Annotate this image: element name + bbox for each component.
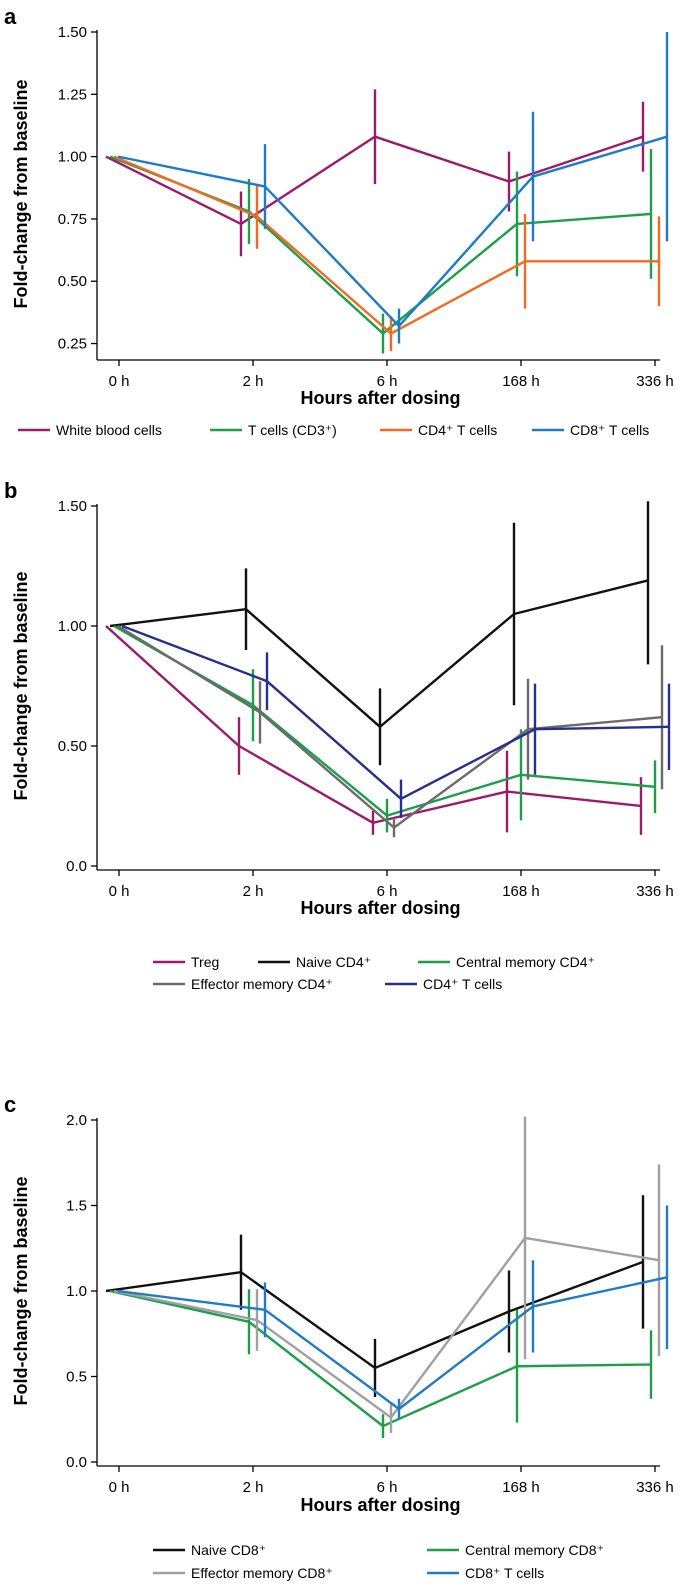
x-tick-label: 168 h <box>502 1479 540 1496</box>
series-1 <box>109 501 650 766</box>
legend-item: CD8⁺ T cells <box>532 422 649 438</box>
x-tick-label: 2 h <box>243 373 264 390</box>
legend-label: Central memory CD8⁺ <box>465 1542 604 1558</box>
legend-label: Treg <box>191 954 219 970</box>
legend-item: Treg <box>153 954 219 970</box>
series-0 <box>105 89 645 257</box>
y-tick-label: 1.00 <box>58 618 87 635</box>
legend-label: White blood cells <box>56 422 162 438</box>
legend-item: Naive CD8⁺ <box>153 1542 266 1558</box>
series-line <box>117 1276 668 1411</box>
x-axis-title: Hours after dosing <box>300 898 460 918</box>
y-axis-title: Fold-change from baseline <box>11 1176 31 1405</box>
y-tick-label: 0.0 <box>66 858 87 875</box>
series-2 <box>113 1116 661 1433</box>
legend: Naive CD8⁺ Central memory CD8⁺ Effector me… <box>153 1542 604 1581</box>
panel-letter: b <box>4 478 17 503</box>
y-tick-label: 0.50 <box>58 273 87 290</box>
legend-label: T cells (CD3⁺) <box>248 422 337 438</box>
series-4 <box>121 624 671 818</box>
x-axis-title: Hours after dosing <box>300 388 460 408</box>
legend: Treg Naive CD4⁺ Central memory CD4⁺ Effecto… <box>153 954 595 992</box>
y-tick-label: 0.0 <box>66 1454 87 1471</box>
legend-item: Central memory CD8⁺ <box>427 1542 604 1558</box>
legend-label: CD4⁺ T cells <box>418 422 497 438</box>
x-tick-label: 6 h <box>377 883 398 900</box>
y-tick-label: 1.5 <box>66 1198 87 1215</box>
legend-item: T cells (CD3⁺) <box>210 422 337 438</box>
series-line <box>113 1236 660 1419</box>
legend-label: CD8⁺ T cells <box>465 1565 544 1581</box>
y-axis-title: Fold-change from baseline <box>11 79 31 308</box>
x-tick-label: 168 h <box>502 373 540 390</box>
chart-panel-c: c 0.0 0.5 1.0 1.5 2.0 0 h 2 h 6 h 168 h 336 h Hours… <box>4 1092 674 1581</box>
legend-item: Naive CD4⁺ <box>258 954 371 970</box>
x-tick-label: 168 h <box>502 883 540 900</box>
series-line <box>105 625 642 824</box>
legend-item: CD4⁺ T cells <box>380 422 497 438</box>
y-tick-label: 2.0 <box>66 1112 87 1129</box>
x-tick-label: 2 h <box>243 1479 264 1496</box>
series-3 <box>117 624 664 838</box>
legend: White blood cells T cells (CD3⁺) CD4⁺ T ce… <box>18 422 649 438</box>
legend-label: Effector memory CD8⁺ <box>191 1565 333 1581</box>
x-axis-title: Hours after dosing <box>300 1495 460 1515</box>
series-2 <box>113 155 661 352</box>
x-tick-label: 0 h <box>109 883 130 900</box>
legend-item: CD8⁺ T cells <box>427 1565 544 1581</box>
y-axis-title: Fold-change from baseline <box>11 571 31 800</box>
x-tick-label: 2 h <box>243 883 264 900</box>
panel-letter: c <box>4 1092 16 1117</box>
y-tick-label: 0.25 <box>58 336 87 353</box>
series-0 <box>105 625 643 835</box>
chart-panel-a: a 0.25 0.50 0.75 1.00 1.25 1.50 0 h 2 h 6 h 168 h 3… <box>4 4 674 438</box>
series-0 <box>105 1195 645 1398</box>
series-line <box>113 155 659 335</box>
series-3 <box>117 1205 669 1420</box>
legend-label: Effector memory CD4⁺ <box>191 976 333 992</box>
y-tick-label: 0.75 <box>58 211 87 228</box>
x-tick-label: 6 h <box>377 1479 398 1496</box>
legend-item: CD4⁺ T cells <box>385 976 502 992</box>
y-tick-label: 1.50 <box>58 24 87 41</box>
x-tick-label: 0 h <box>109 1479 130 1496</box>
legend-item: Effector memory CD4⁺ <box>153 976 333 992</box>
series-3 <box>117 32 669 344</box>
x-tick-label: 336 h <box>636 373 674 390</box>
legend-label: CD8⁺ T cells <box>570 422 649 438</box>
x-tick-label: 336 h <box>636 1479 674 1496</box>
legend-item: Effector memory CD8⁺ <box>153 1565 333 1581</box>
legend-label: Naive CD4⁺ <box>296 954 371 970</box>
series-1 <box>109 1289 653 1439</box>
chart-panel-b: b 0.0 0.50 1.00 1.50 0 h 2 h 6 h 168 h 336 h Hours… <box>4 478 674 992</box>
legend-item: Central memory CD4⁺ <box>418 954 595 970</box>
panel-letter: a <box>4 4 17 29</box>
y-tick-label: 0.5 <box>66 1369 87 1386</box>
legend-label: Naive CD8⁺ <box>191 1542 266 1558</box>
legend-label: Central memory CD4⁺ <box>456 954 595 970</box>
series-line <box>117 135 668 328</box>
legend-label: CD4⁺ T cells <box>423 976 502 992</box>
y-tick-label: 0.50 <box>58 738 87 755</box>
y-tick-label: 1.0 <box>66 1283 87 1300</box>
series-line <box>109 1289 652 1428</box>
x-tick-label: 6 h <box>377 373 398 390</box>
x-tick-label: 0 h <box>109 373 130 390</box>
x-tick-label: 336 h <box>636 883 674 900</box>
legend-item: White blood cells <box>18 422 162 438</box>
y-tick-label: 1.25 <box>58 86 87 103</box>
y-tick-label: 1.50 <box>58 498 87 515</box>
y-tick-label: 1.00 <box>58 149 87 166</box>
